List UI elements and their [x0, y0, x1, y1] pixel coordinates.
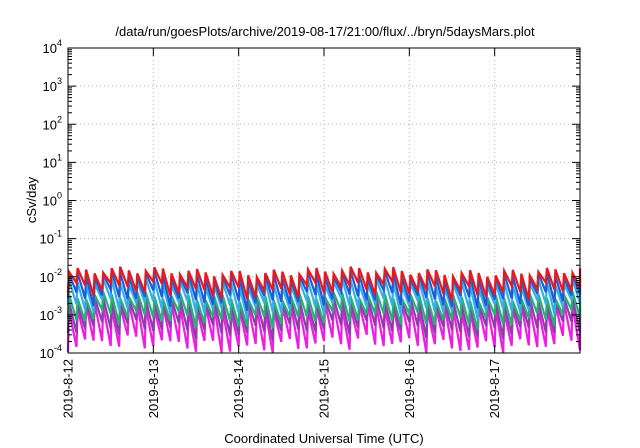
y-tick-exponent: -3 [54, 305, 62, 315]
y-tick-exponent: 0 [57, 191, 62, 201]
y-tick-exponent: -2 [54, 267, 62, 277]
y-tick-label: 101 [43, 152, 62, 170]
series-line-1 [66, 265, 582, 302]
y-tick-base: 10 [40, 232, 54, 247]
chart-title: /data/run/goesPlots/archive/2019-08-17/2… [115, 24, 535, 39]
y-tick-label: 10-3 [40, 305, 62, 323]
y-tick-label: 100 [43, 191, 62, 209]
series-layer [66, 265, 582, 354]
x-tick-label: 2019-8-16 [402, 359, 417, 418]
y-tick-exponent: 4 [57, 38, 62, 48]
y-tick-exponent: 1 [57, 152, 62, 162]
x-tick-label: 2019-8-17 [487, 359, 502, 418]
y-tick-exponent: -4 [54, 343, 62, 353]
x-axis: 2019-8-12 2019-8-13 2019-8-14 2019-8-15 2019… [61, 48, 502, 418]
x-axis-label: Coordinated Universal Time (UTC) [224, 431, 423, 446]
x-tick-label: 2019-8-14 [231, 359, 246, 418]
x-tick-label: 2019-8-12 [61, 359, 76, 418]
y-tick-base: 10 [40, 308, 54, 323]
y-tick-base: 10 [40, 346, 54, 361]
y-tick-label: 102 [43, 114, 62, 132]
y-tick-exponent: -1 [54, 229, 62, 239]
y-tick-base: 10 [43, 41, 57, 56]
y-tick-base: 10 [40, 270, 54, 285]
y-tick-base: 10 [43, 155, 57, 170]
x-tick-label: 2019-8-15 [317, 359, 332, 418]
y-tick-base: 10 [43, 117, 57, 132]
x-tick-label: 2019-8-13 [146, 359, 161, 418]
y-tick-base: 10 [43, 194, 57, 209]
y-tick-label: 10-4 [40, 343, 62, 361]
y-axis-label: cSv/day [24, 176, 39, 223]
y-tick-label: 10-1 [40, 229, 62, 247]
y-tick-exponent: 2 [57, 114, 62, 124]
y-tick-exponent: 3 [57, 76, 62, 86]
y-tick-label: 103 [43, 76, 62, 94]
y-tick-base: 10 [43, 79, 57, 94]
y-tick-label: 10-2 [40, 267, 62, 285]
y-tick-label: 104 [43, 38, 62, 56]
